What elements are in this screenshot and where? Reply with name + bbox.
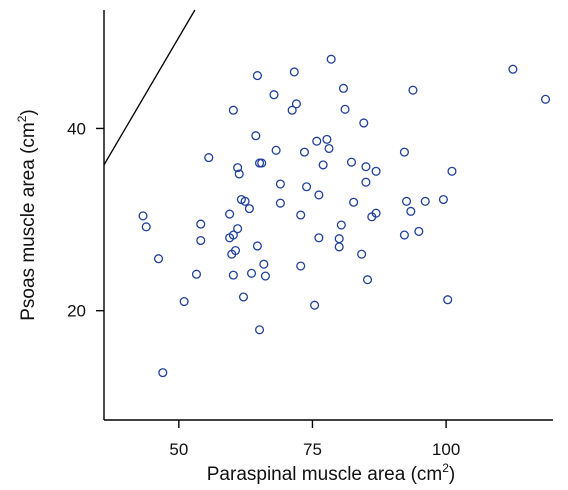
- data-point: [289, 67, 299, 77]
- data-point: [443, 295, 453, 305]
- data-point: [318, 160, 328, 170]
- data-point: [141, 222, 151, 232]
- data-point: [399, 147, 409, 157]
- data-point: [238, 292, 249, 302]
- data-point: [296, 261, 306, 271]
- data-point: [338, 83, 349, 93]
- data-point: [233, 163, 243, 173]
- data-point: [399, 230, 409, 240]
- data-point: [312, 136, 322, 146]
- data-point: [361, 177, 371, 187]
- data-point: [346, 157, 357, 167]
- data-point: [326, 54, 336, 64]
- ticks: 50 75 100 20 40: [67, 119, 460, 459]
- data-point: [334, 234, 344, 244]
- data-point: [158, 368, 168, 378]
- data-point: [234, 169, 244, 179]
- data-point: [254, 325, 265, 335]
- data-point: [233, 224, 243, 234]
- data-point: [414, 226, 424, 236]
- data-point: [302, 182, 312, 192]
- data-point: [291, 99, 301, 109]
- data-point: [314, 190, 324, 200]
- y-tick-label: 40: [67, 119, 86, 138]
- data-point: [287, 105, 297, 115]
- data-point: [260, 271, 270, 281]
- data-point: [349, 197, 359, 207]
- data-point: [420, 196, 430, 206]
- data-point: [336, 220, 346, 230]
- data-point: [371, 208, 381, 218]
- y-tick-label: 20: [67, 302, 86, 321]
- data-point: [357, 249, 367, 259]
- data-point: [228, 270, 238, 280]
- data-point: [153, 254, 164, 264]
- data-point: [204, 153, 214, 163]
- data-point: [196, 235, 206, 246]
- data-point: [271, 145, 281, 155]
- data-point: [244, 204, 254, 214]
- data-point: [406, 206, 416, 216]
- data-points: [138, 54, 551, 378]
- data-point: [447, 166, 457, 176]
- data-point: [228, 230, 238, 240]
- data-point: [269, 90, 279, 100]
- data-point: [252, 71, 262, 81]
- data-point: [275, 198, 285, 208]
- axes: [103, 10, 553, 421]
- data-point: [314, 233, 324, 243]
- data-point: [438, 194, 448, 205]
- x-tick-label: 50: [169, 440, 188, 459]
- data-point: [299, 147, 309, 157]
- data-point: [362, 275, 373, 285]
- x-tick-label: 75: [303, 440, 322, 459]
- data-point: [228, 105, 238, 115]
- data-point: [508, 64, 518, 74]
- x-tick-label: 100: [432, 440, 460, 459]
- data-point: [359, 118, 369, 128]
- identity-reference-line: [103, 9, 196, 166]
- data-point: [334, 242, 344, 252]
- data-point: [324, 143, 334, 154]
- data-point: [257, 158, 267, 168]
- data-point: [179, 297, 189, 307]
- data-point: [240, 196, 250, 206]
- data-point: [401, 196, 412, 206]
- data-point: [275, 179, 285, 189]
- data-point: [138, 211, 148, 221]
- data-point: [252, 241, 262, 251]
- x-axis-label: Paraspinal muscle area (cm2): [207, 461, 456, 485]
- data-point: [230, 245, 241, 256]
- data-point: [296, 210, 306, 220]
- data-point: [196, 219, 206, 229]
- data-point: [225, 209, 235, 219]
- reference-line-group: [103, 9, 196, 166]
- data-point: [361, 162, 371, 172]
- data-point: [371, 166, 381, 176]
- y-axis-label: Psoas muscle area (cm2): [15, 109, 39, 321]
- data-point: [246, 268, 257, 278]
- data-point: [251, 131, 261, 141]
- data-point: [408, 85, 418, 95]
- data-point: [540, 94, 551, 104]
- data-point: [259, 259, 269, 269]
- data-point: [322, 134, 332, 144]
- data-point: [191, 269, 202, 279]
- data-point: [310, 300, 320, 310]
- data-point: [340, 104, 350, 114]
